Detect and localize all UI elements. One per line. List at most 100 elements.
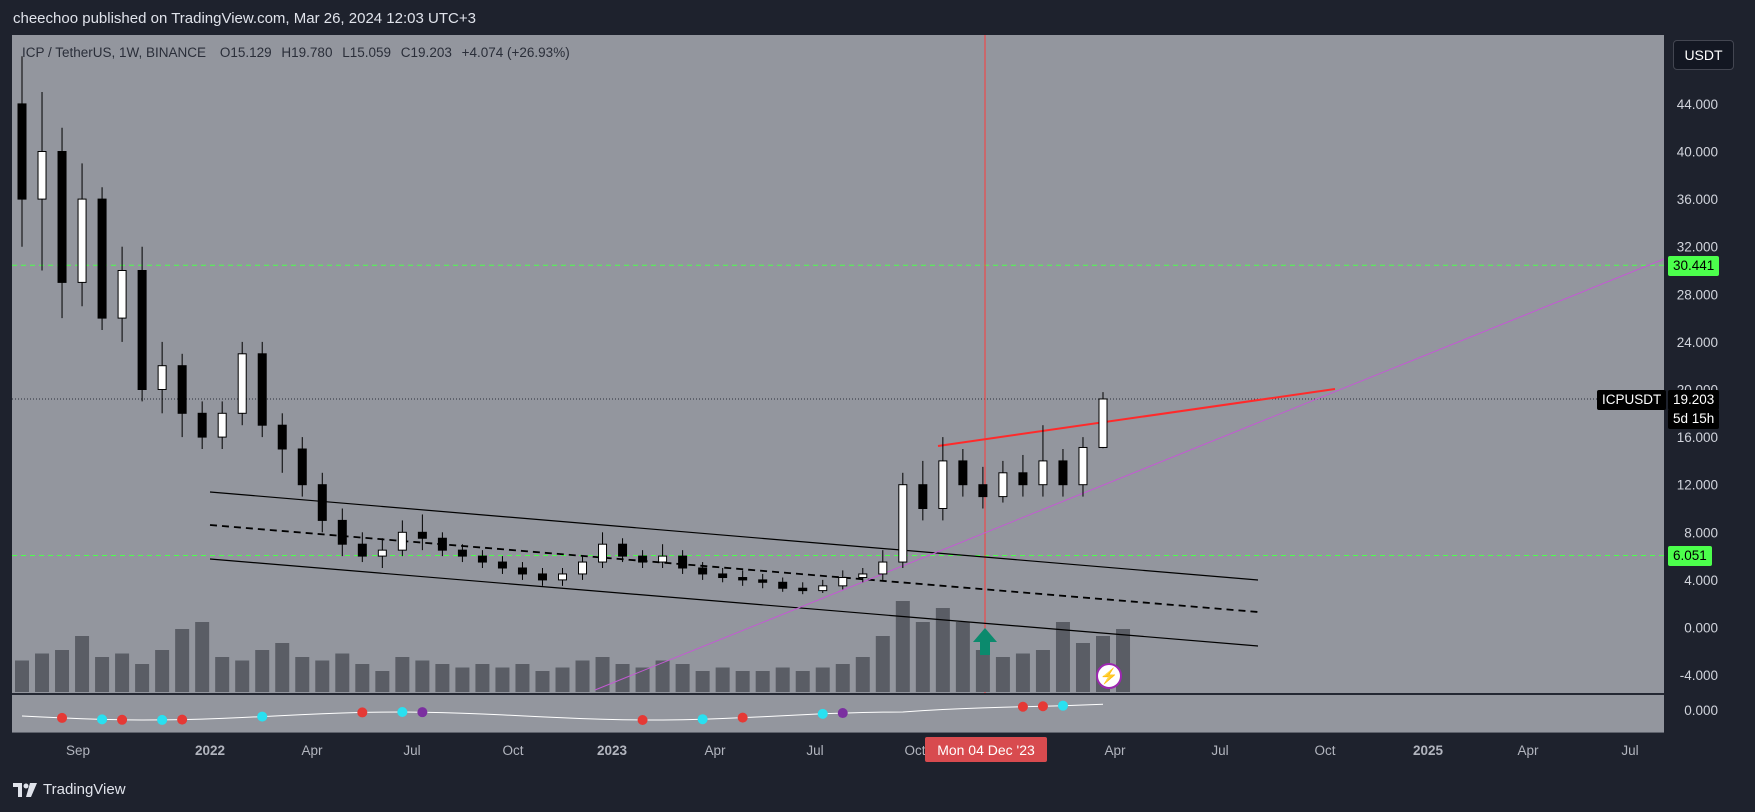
candle [618,538,628,563]
candle [778,577,788,592]
candle [257,341,267,438]
indicator-line [21,703,1104,721]
last-price-tag: 19.203 [1668,390,1720,410]
candle-body [1018,472,1028,486]
candle-body [97,198,107,319]
candle-body [137,270,147,390]
candle-body [197,412,207,438]
indicator-dot [1017,701,1028,712]
volume-bar [1075,643,1090,692]
volume-bar [675,664,690,692]
candle [217,401,227,449]
volume-bar [575,660,590,692]
volume-bar [1055,622,1070,692]
candle-body [397,531,407,551]
time-tick-label: Jul [806,743,823,758]
time-tick-label: Apr [1517,743,1539,758]
legend-open: O15.129 [219,45,272,60]
tradingview-brand[interactable]: TradingView [13,781,126,798]
indicator-dot [357,707,368,718]
candle [377,538,387,568]
volume-bar [215,657,230,692]
candle [838,570,848,590]
red-resistance-line [937,388,1336,447]
candle [578,556,588,580]
candle [1098,392,1108,449]
candles[interactable] [17,56,1108,595]
chart-pane[interactable] [12,35,1664,693]
candle [117,246,127,342]
candle [97,187,107,330]
candle-body [257,353,267,426]
indicator-dot [637,714,648,725]
drawing-lines[interactable] [209,258,1665,691]
currency-button[interactable]: USDT [1673,40,1734,70]
time-tick-label: Apr [704,743,726,758]
volume-bar [1015,653,1030,692]
volume-bar [95,657,110,692]
indicator-dot [837,708,848,719]
candle [237,341,247,426]
price-chart[interactable]: 44.00040.00036.00032.00028.00024.00020.0… [0,0,1755,770]
candle [477,550,487,568]
volume-bar [115,653,130,692]
grid [12,35,1664,693]
candle-body [417,531,427,539]
candle-body [558,573,567,581]
indicator-dot [177,714,188,725]
candle [397,520,407,557]
price-tick-label: 12.000 [1677,478,1718,493]
volume-bar [775,667,790,692]
volume-bar [295,657,310,692]
candle [758,573,768,589]
candle-body [998,472,1008,498]
price-tick-label: 16.000 [1677,430,1718,445]
volume-bar [75,636,90,692]
candle-body [898,484,908,563]
candle-body [457,549,467,557]
candle-body [598,543,608,563]
candle-body [177,365,187,414]
indicator-dot [117,714,128,725]
candle [558,568,567,586]
volume-bar [255,650,270,692]
candle [77,163,87,307]
volume-bar [755,671,770,692]
countdown-tag: 5d 15h [1668,409,1720,429]
price-tick-label: 28.000 [1677,287,1718,302]
candle [998,460,1008,503]
volume-bar [315,660,330,692]
top-bar: cheechoo published on TradingView.com, M… [0,0,1755,35]
candle [57,127,67,319]
candle-body [918,484,928,510]
candle-body [978,484,988,498]
volume-bar [855,657,870,692]
indicator-dot [257,711,268,722]
legend-change: +4.074 (+26.93%) [461,45,570,60]
candle [417,514,427,551]
price-tick-label: 36.000 [1677,192,1718,207]
candle-body [537,573,547,581]
candle-body [317,484,327,521]
volume-bar [735,671,750,692]
candle [718,568,728,583]
candle [297,437,307,497]
lightning-alert-icon[interactable]: ⚡ [1096,663,1122,689]
candle-body [117,270,127,319]
candle [437,532,447,557]
candle-body [618,543,628,557]
time-tick-label: Jul [403,743,420,758]
time-axis[interactable]: Sep 2022 Apr Jul Oct 2023 Apr Jul Oct Apr Jul Oct 20… [0,733,1755,770]
candle [1018,454,1028,497]
volume-bar [995,657,1010,692]
time-tick-label: 2025 [1413,743,1444,758]
candle-body [758,579,768,583]
candle [1038,425,1048,497]
candle-body [377,549,387,557]
volume-bar [655,660,670,692]
candle-body [497,561,507,569]
volume-bar [695,671,710,692]
candle [978,466,988,509]
volume-bar [375,671,390,692]
volume-bar [235,660,250,692]
